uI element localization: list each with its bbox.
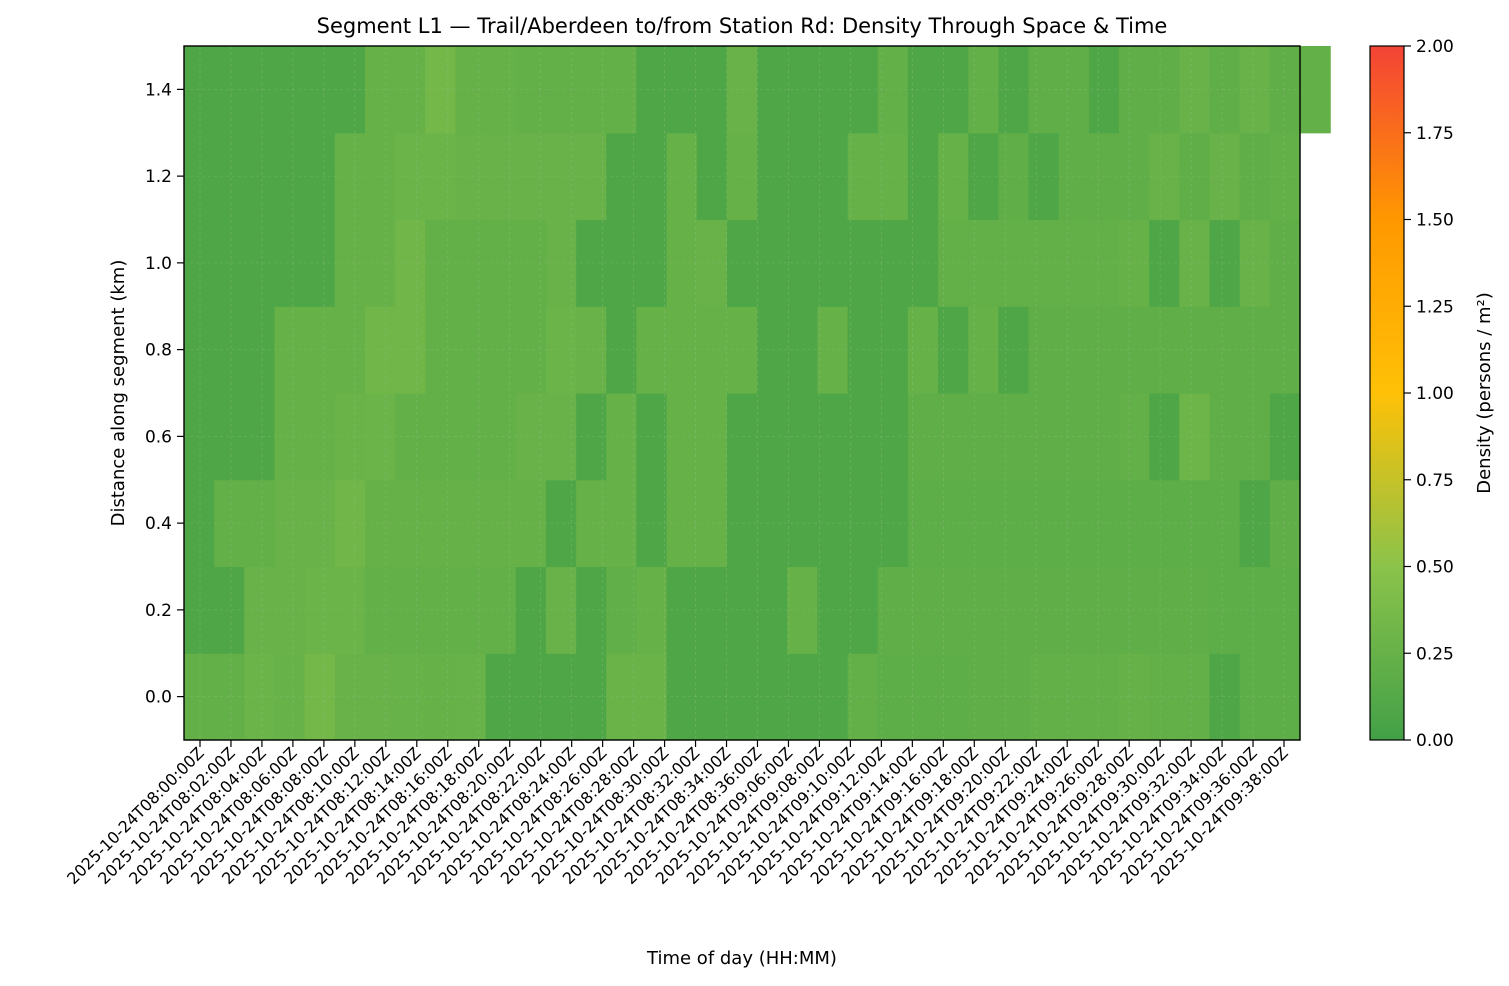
heatmap-cell xyxy=(395,653,426,741)
colorbar xyxy=(1369,45,1405,741)
y-tick-label: 0.2 xyxy=(145,601,172,621)
y-axis-label: Distance along segment (km) xyxy=(108,260,129,527)
heatmap-cell xyxy=(757,46,788,134)
heatmap-cell xyxy=(395,566,426,654)
plot-frame xyxy=(183,45,1301,741)
heatmap-cell xyxy=(364,306,396,394)
colorbar-tick-label: 0.25 xyxy=(1416,644,1454,664)
heatmap-cell xyxy=(364,479,396,568)
heatmap-cell xyxy=(1179,46,1211,134)
heatmap-cell xyxy=(425,46,457,134)
heatmap-cell xyxy=(696,46,728,134)
colorbar-tick-label: 1.50 xyxy=(1416,211,1454,231)
heatmap-cell xyxy=(425,306,457,394)
heatmap-cell xyxy=(425,393,457,481)
x-axis-label: Time of day (HH:MM) xyxy=(646,948,837,969)
heatmap-cell xyxy=(425,566,457,654)
heatmap-cell xyxy=(364,566,396,654)
heatmap-cell xyxy=(938,46,969,134)
heatmap-cell xyxy=(1058,46,1090,134)
heatmap-cell xyxy=(364,219,396,307)
heatmap-cell xyxy=(395,46,426,134)
heatmap-cell xyxy=(1300,46,1331,134)
heatmap-cell xyxy=(515,46,547,134)
colorbar-label: Density (persons / m²) xyxy=(1474,292,1495,494)
colorbar-tick-label: 2.00 xyxy=(1416,37,1454,57)
heatmap-cell xyxy=(425,479,457,568)
y-tick-label: 1.2 xyxy=(145,167,172,187)
heatmap-cell xyxy=(395,393,426,481)
heatmap-cell xyxy=(998,46,1030,134)
heatmap-cell xyxy=(395,479,426,568)
heatmap-cell xyxy=(877,46,909,134)
heatmap-cell xyxy=(1119,46,1150,134)
heatmap-cell xyxy=(606,46,638,134)
heatmap-cell xyxy=(1149,46,1180,134)
y-tick-label: 0.8 xyxy=(145,341,172,361)
heatmap-cell xyxy=(545,46,577,134)
heatmap-cell xyxy=(244,46,276,134)
chart-title: Segment L1 — Trail/Aberdeen to/from Stat… xyxy=(317,14,1168,38)
heatmap-cell xyxy=(1269,46,1301,134)
heatmap-cell xyxy=(968,46,999,134)
grid-lines xyxy=(184,46,1300,740)
heatmap-cell xyxy=(1088,46,1120,134)
colorbar-tick-label: 0.50 xyxy=(1416,558,1454,578)
y-tick-label: 1.4 xyxy=(145,80,172,100)
x-axis-ticks: 2025-10-24T08:00:00Z2025-10-24T08:02:00Z… xyxy=(63,740,1292,888)
y-tick-label: 0.6 xyxy=(145,427,172,447)
heatmap-cell xyxy=(364,653,396,741)
heatmap-cell xyxy=(1028,46,1060,134)
colorbar-tick-label: 1.00 xyxy=(1416,384,1454,404)
heatmap-cell xyxy=(1239,46,1271,134)
y-tick-label: 0.0 xyxy=(145,688,172,708)
colorbar-tick-label: 0.00 xyxy=(1416,731,1454,751)
colorbar-tick-label: 0.75 xyxy=(1416,471,1454,491)
heatmap-cell xyxy=(184,46,215,134)
heatmap-cell xyxy=(364,132,396,221)
heatmap-cell xyxy=(274,46,306,134)
heatmap-cell xyxy=(425,219,457,307)
y-tick-label: 0.4 xyxy=(145,514,172,534)
heatmap-cells xyxy=(184,46,1331,741)
heatmap-cell xyxy=(636,46,668,134)
heatmap-cell xyxy=(787,46,819,134)
heatmap-cell xyxy=(907,46,939,134)
colorbar-ticks: 0.00 0.25 0.50 0.75 1.00 1.25 1.50 1.75 2.00 xyxy=(1404,37,1454,751)
heatmap-cell xyxy=(214,46,245,134)
heatmap-cell xyxy=(304,46,336,134)
heatmap-cell xyxy=(425,653,457,741)
heatmap-cell xyxy=(666,46,698,134)
heatmap-cell xyxy=(847,46,879,134)
heatmap-cell xyxy=(395,219,426,307)
heatmap-cell xyxy=(364,46,396,134)
colorbar-tick-label: 1.25 xyxy=(1416,297,1454,317)
y-tick-label: 1.0 xyxy=(145,254,172,274)
heatmap-cell xyxy=(334,46,366,134)
heatmap-cell xyxy=(364,393,396,481)
heatmap-cell xyxy=(395,132,426,221)
heatmap-cell xyxy=(726,46,758,134)
heatmap-cell xyxy=(817,46,849,134)
heatmap-cell xyxy=(1209,46,1241,134)
colorbar-tick-label: 1.75 xyxy=(1416,124,1454,144)
heatmap-cell xyxy=(485,46,517,134)
y-axis-ticks: 0.0 0.2 0.4 0.6 0.8 1.0 1.2 1.4 xyxy=(145,80,184,708)
heatmap-cell xyxy=(395,306,426,394)
heatmap-cell xyxy=(425,132,457,221)
heatmap-cell xyxy=(455,46,487,134)
heatmap-cell xyxy=(576,46,607,134)
